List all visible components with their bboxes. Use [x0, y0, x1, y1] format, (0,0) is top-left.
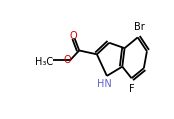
Text: F: F: [129, 84, 135, 94]
Text: Br: Br: [134, 22, 145, 32]
Text: O: O: [69, 31, 77, 41]
Text: H₃C: H₃C: [35, 57, 53, 67]
Text: HN: HN: [97, 79, 112, 89]
Text: O: O: [63, 55, 71, 65]
